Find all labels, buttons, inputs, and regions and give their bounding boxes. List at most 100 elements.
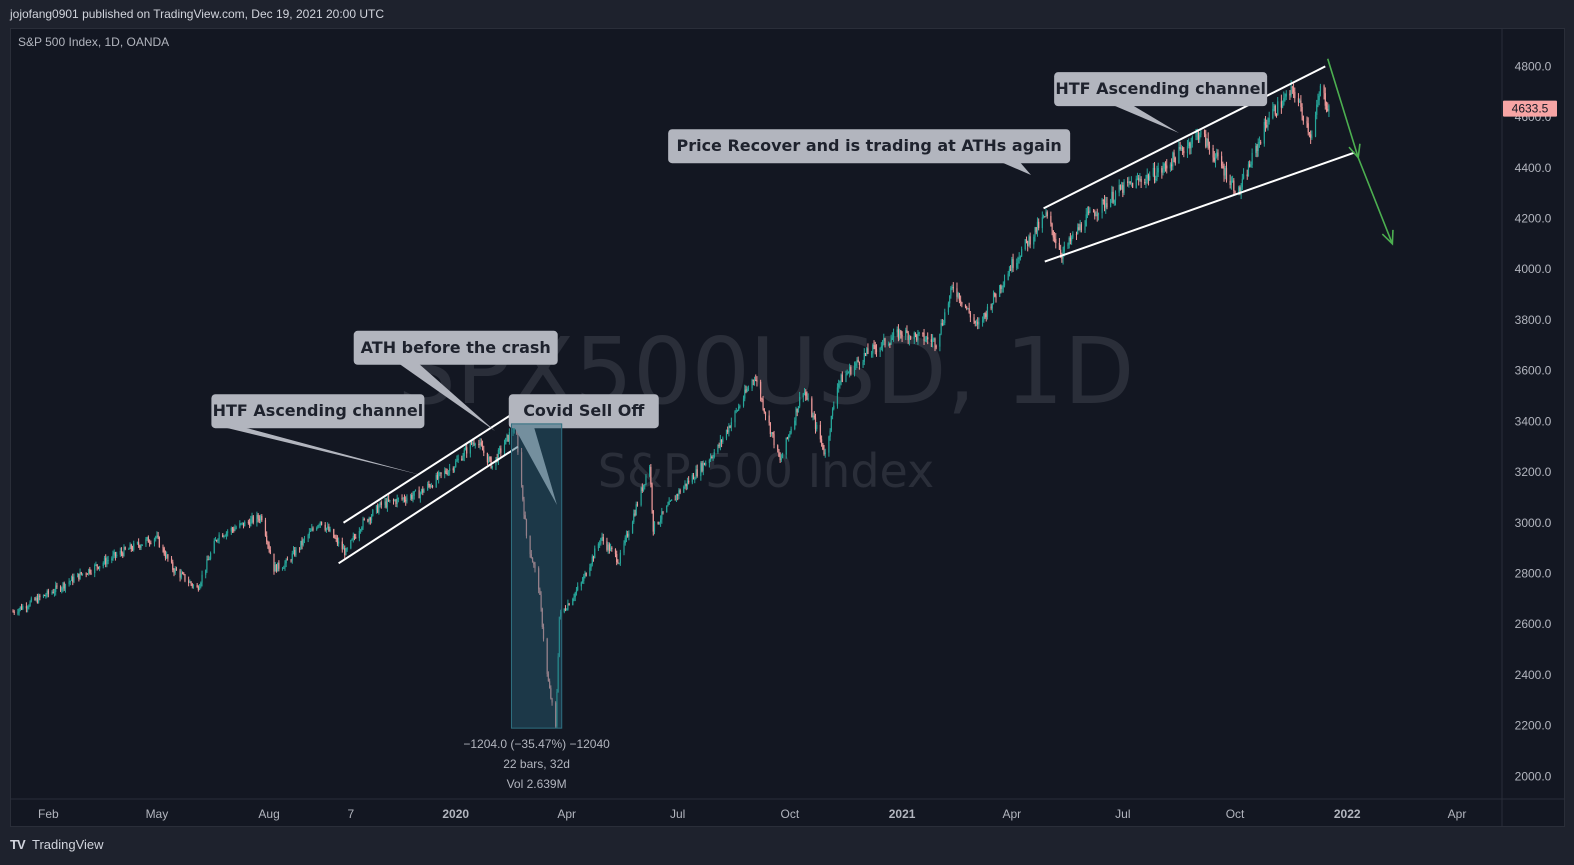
candle-2019-04-01 — [119, 547, 121, 557]
tradingview-logo-icon[interactable]: TV — [10, 837, 26, 852]
drawings[interactable] — [338, 58, 1394, 565]
candle-2020-03-13 — [542, 623, 545, 642]
price-tick: 2600.0 — [1515, 617, 1552, 631]
candle-body — [411, 495, 413, 499]
price-axis[interactable]: 4800.04600.04400.04200.04000.03800.03600… — [1515, 59, 1552, 783]
candle-body — [1024, 239, 1026, 250]
candle-body — [1102, 199, 1104, 201]
annotation-2[interactable]: Covid Sell Off — [508, 394, 659, 505]
candle-body — [631, 521, 634, 534]
candle-body — [27, 607, 29, 609]
candle-2020-06-30 — [675, 493, 678, 502]
candle-2020-05-07 — [610, 543, 612, 552]
annotation-3[interactable]: Price Recover and is trading at ATHs aga… — [668, 129, 1071, 175]
candle-2020-04-13 — [580, 581, 582, 591]
candle-body — [1084, 226, 1086, 231]
candle-2021-04-02 — [1012, 253, 1014, 272]
candle-2019-04-04 — [123, 544, 125, 557]
candle-2019-08-21 — [292, 546, 295, 555]
candle-2019-05-17 — [175, 566, 178, 571]
candle-2021-11-04 — [1275, 113, 1278, 118]
candle-body — [294, 549, 296, 556]
candle-body — [934, 338, 936, 347]
candle-body — [870, 353, 873, 355]
candle-body — [1068, 237, 1070, 245]
candle-2021-12-01 — [1308, 131, 1311, 138]
candle-body — [880, 346, 882, 348]
candle-2019-08-29 — [302, 538, 304, 547]
candle-2020-04-20 — [589, 563, 591, 577]
candle-2019-07-29 — [264, 517, 267, 537]
candle-2021-02-11 — [951, 284, 953, 291]
candle-body — [1029, 236, 1031, 245]
annotation-1[interactable]: ATH before the crash — [353, 330, 558, 431]
candle-body — [803, 392, 806, 394]
price-chart[interactable]: SPX500USD, 1D S&P 500 Index S&P 500 Inde… — [11, 29, 1564, 826]
chart-frame[interactable]: SPX500USD, 1D S&P 500 Index S&P 500 Inde… — [10, 28, 1565, 827]
candle-2019-01-09 — [19, 606, 21, 612]
candle-2021-09-29 — [1231, 175, 1234, 183]
candle-body — [470, 441, 473, 444]
candle-body — [436, 475, 439, 479]
candle-2019-02-27 — [79, 568, 81, 580]
candle-body — [69, 580, 71, 582]
candle-2021-11-23 — [1299, 98, 1301, 103]
candle-body — [1118, 185, 1120, 193]
candle-body — [394, 500, 396, 502]
candle-body — [295, 548, 297, 556]
candle-2021-05-25 — [1077, 223, 1079, 235]
candle-body — [958, 293, 961, 301]
candle-2020-08-31 — [751, 378, 753, 392]
candle-2020-09-14 — [768, 410, 770, 426]
candle-2021-01-08 — [910, 335, 912, 341]
channel-line-1[interactable] — [338, 445, 519, 565]
candle-2020-05-08 — [611, 546, 613, 552]
candle-2019-11-29 — [414, 489, 417, 492]
candle-2019-01-30 — [45, 592, 47, 599]
projection-arrow[interactable] — [1326, 58, 1394, 245]
candle-2020-06-01 — [640, 486, 642, 507]
candle-2020-09-11 — [764, 411, 767, 421]
channel-line-3[interactable] — [1044, 151, 1355, 263]
annotation-0[interactable]: HTF Ascending channel — [211, 394, 425, 475]
candle-2021-05-04 — [1051, 222, 1053, 236]
candle-body — [44, 594, 46, 597]
candle-body — [480, 442, 482, 446]
annotation-4[interactable]: HTF Ascending channel — [1054, 72, 1268, 133]
time-axis[interactable]: Feb May Aug 7 2020 Apr Jul Oct 2021 Apr Jul Oct 2022… — [38, 807, 1466, 821]
candle-2021-09-28 — [1230, 176, 1232, 190]
candle-2019-12-18 — [438, 470, 440, 484]
price-tick: 4000.0 — [1515, 262, 1552, 276]
candle-body — [623, 543, 625, 553]
channel-line-0[interactable] — [342, 410, 518, 524]
candle-body — [162, 547, 164, 549]
candle-2020-06-15 — [657, 521, 659, 525]
candle-2020-03-05 — [533, 561, 535, 568]
candle-2019-11-07 — [388, 494, 390, 503]
candle-2021-07-07 — [1129, 181, 1131, 185]
candle-body — [1247, 164, 1250, 177]
candle-2021-12-02 — [1310, 130, 1312, 144]
candle-2021-11-15 — [1289, 90, 1291, 100]
time-tick: 2022 — [1334, 807, 1361, 821]
candle-body — [634, 513, 636, 516]
candle-body — [1239, 187, 1241, 193]
candle-2020-07-08 — [685, 483, 687, 491]
candle-body — [635, 504, 637, 516]
candle-body — [503, 444, 506, 453]
candle-2020-11-10 — [838, 379, 840, 393]
candle-body — [785, 437, 787, 455]
channel-line-2[interactable] — [1043, 65, 1326, 210]
candle-2019-12-24 — [445, 468, 447, 475]
candle-2019-03-18 — [102, 561, 104, 569]
measure-range[interactable] — [510, 423, 563, 729]
candle-2019-02-15 — [64, 583, 67, 593]
candle-body — [811, 398, 813, 418]
candle-body — [589, 567, 591, 576]
footer-brand[interactable]: TradingView — [32, 837, 104, 852]
candle-2019-11-05 — [385, 498, 387, 509]
candle-2020-03-30 — [563, 608, 565, 614]
candle-body — [222, 534, 224, 538]
